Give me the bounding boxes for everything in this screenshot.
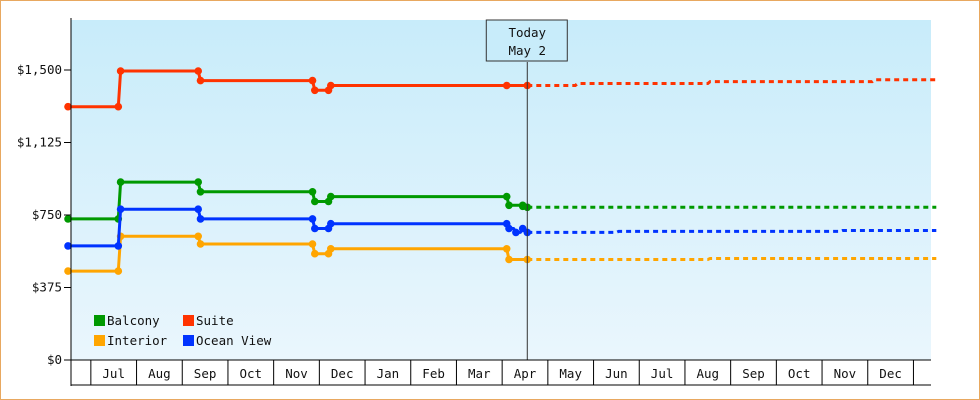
legend-label-balcony: Balcony — [107, 313, 160, 328]
x-tick-label: Feb — [422, 366, 445, 381]
data-point-suite — [64, 102, 72, 111]
x-tick-label: Aug — [148, 366, 171, 381]
data-point-ocean-view — [114, 242, 123, 250]
today-box — [485, 19, 568, 62]
y-tick-label: $1,500 — [17, 62, 62, 77]
data-point-interior — [327, 245, 335, 253]
plot-area — [71, 20, 931, 360]
series-forecast-interior — [527, 257, 937, 261]
data-point-suite — [194, 67, 202, 75]
legend-swatch-interior — [94, 335, 105, 346]
x-tick-label: Sep — [742, 366, 765, 381]
series-forecast-ocean-view — [527, 229, 937, 234]
data-point-ocean-view — [505, 224, 513, 233]
x-tick-label: Aug — [697, 366, 720, 381]
legend-swatch-suite — [183, 315, 194, 326]
x-tick-label: Apr — [514, 366, 537, 381]
data-point-ocean-view — [64, 242, 72, 250]
data-point-balcony — [116, 178, 125, 186]
data-point-interior — [502, 245, 511, 253]
y-tick-label: $375 — [32, 280, 62, 295]
data-point-ocean-view — [512, 228, 520, 237]
data-point-ocean-view — [327, 219, 335, 228]
data-point-interior — [194, 232, 202, 241]
x-tick-label: Oct — [240, 366, 263, 381]
y-tick-label: $0 — [47, 352, 62, 367]
data-point-ocean-view — [308, 215, 317, 223]
x-tick-label: Jul — [102, 366, 125, 381]
y-tick-label: $750 — [32, 207, 62, 222]
axis-layer: $0 $375 $750 $1,125 $1,500 Jul Aug Sep Oct Nov Dec… — [17, 18, 931, 386]
data-point-suite — [308, 76, 317, 85]
data-point-interior — [64, 267, 72, 275]
data-point-suite — [114, 102, 123, 111]
data-point-interior — [114, 267, 123, 275]
data-point-interior — [505, 255, 513, 264]
data-point-ocean-view — [116, 205, 125, 213]
x-tick-label: Dec — [331, 366, 354, 381]
data-point-suite — [116, 67, 125, 75]
data-point-balcony — [311, 197, 319, 206]
today-layer: Today May 2 — [485, 19, 568, 360]
x-tick-label: Oct — [788, 366, 811, 381]
x-tick-label: Mar — [468, 366, 491, 381]
data-point-suite — [196, 76, 205, 85]
x-tick-label: Nov — [285, 366, 308, 381]
data-point-balcony — [64, 215, 72, 223]
data-point-interior — [311, 249, 319, 258]
data-point-balcony — [327, 192, 335, 201]
legend-label-interior: Interior — [107, 333, 168, 348]
x-tick-label: Jul — [651, 366, 674, 381]
x-tick-label: Nov — [834, 366, 857, 381]
y-tick-label: $1,125 — [17, 135, 62, 150]
legend-label-suite: Suite — [196, 313, 234, 328]
series-forecast-suite — [527, 78, 937, 87]
legend-swatch-balcony — [94, 315, 105, 326]
data-point-suite — [502, 81, 511, 90]
data-point-balcony — [502, 192, 511, 201]
legend: Balcony Suite Interior Ocean View — [94, 313, 272, 348]
data-point-ocean-view — [196, 215, 205, 223]
data-point-balcony — [194, 178, 202, 186]
data-point-balcony — [196, 188, 205, 196]
data-point-balcony — [308, 188, 317, 196]
data-point-interior — [308, 240, 317, 248]
legend-label-ocean-view: Ocean View — [196, 333, 272, 348]
today-date: May 2 — [508, 43, 546, 58]
today-label: Today — [508, 25, 546, 40]
x-tick-label: Sep — [194, 366, 217, 381]
data-point-suite — [327, 81, 335, 90]
data-point-ocean-view — [194, 205, 202, 213]
data-point-balcony — [505, 201, 513, 210]
x-tick-label: May — [559, 366, 582, 381]
x-tick-label: Dec — [879, 366, 902, 381]
legend-swatch-ocean-view — [183, 335, 194, 346]
data-point-interior — [196, 240, 205, 248]
x-tick-label: Jun — [605, 366, 628, 381]
data-point-ocean-view — [311, 224, 319, 233]
data-point-suite — [311, 86, 319, 95]
x-tick-label: Jan — [377, 366, 400, 381]
series-layer — [64, 67, 937, 275]
